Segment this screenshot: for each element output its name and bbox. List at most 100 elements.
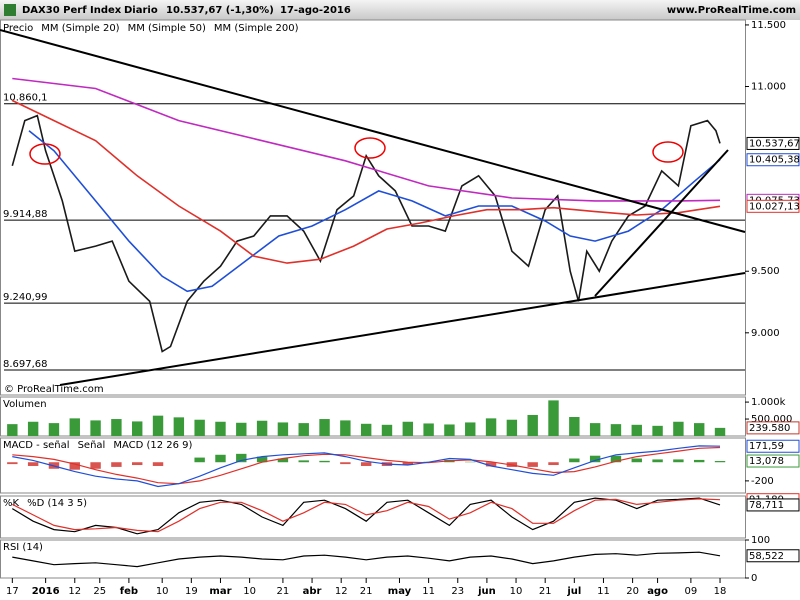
panel-frame [0, 495, 746, 539]
bar [152, 462, 164, 466]
series-line [28, 130, 721, 293]
bar [569, 458, 580, 463]
value-tag [746, 153, 800, 167]
legend-entry: Señal [78, 440, 106, 451]
x-tick-label: 17 [6, 586, 19, 597]
legend: MACD - señal Señal MACD (12 26 9) [3, 440, 193, 451]
bar [694, 459, 705, 463]
y-tick-label: 9.500 [751, 266, 780, 277]
bar [194, 419, 205, 436]
legend-entry: Precio [3, 23, 33, 34]
bar [610, 455, 622, 463]
source: www.ProRealTime.com [667, 5, 796, 16]
series-line [12, 551, 721, 568]
bar [673, 459, 684, 463]
plot: 11.500 11.000 9.500 9.000 10.860,1 9.914,88 9.… [0, 19, 800, 597]
series-line [11, 99, 721, 264]
watermark: © ProRealTime.com [4, 384, 104, 395]
legend-entry: MM (Simple 20) [41, 23, 119, 34]
y-tick-label: -200 [751, 476, 774, 487]
bar [465, 422, 476, 436]
bar [652, 425, 663, 436]
x-tick-label: ago [647, 586, 668, 597]
value-tag-label: 58,522 [749, 551, 784, 562]
value-tag-label: 13,078 [749, 456, 784, 467]
bar [194, 457, 205, 463]
bar [673, 421, 684, 436]
value-tag-label: 10.405,38 [749, 155, 800, 166]
bar [298, 460, 309, 463]
bar [485, 418, 497, 436]
value-tag [746, 498, 800, 512]
x-tick-label: 10 [156, 586, 169, 597]
bar [132, 421, 143, 436]
bar [694, 423, 705, 436]
bar [319, 419, 330, 436]
bar [298, 423, 309, 436]
value-tag [746, 199, 800, 213]
trend-line [59, 272, 746, 386]
x-tick-label: 12 [68, 586, 81, 597]
bar [631, 424, 642, 436]
x-tick-label: 18 [714, 586, 727, 597]
last-change: 10.537,67 (-1,30%) [166, 5, 274, 16]
bar [215, 421, 226, 436]
x-tick-label: 11 [597, 586, 610, 597]
bar [548, 400, 559, 436]
x-tick-label: 09 [685, 586, 698, 597]
bar [236, 453, 247, 463]
bar [7, 462, 18, 465]
x-tick-label: 10 [510, 586, 523, 597]
value-tag [746, 454, 800, 468]
highlight-circle [652, 141, 684, 163]
series-line [12, 446, 721, 485]
bar [90, 420, 101, 436]
x-tick-label: 21 [360, 586, 373, 597]
bar [215, 454, 226, 463]
bar [360, 423, 372, 436]
bar [340, 420, 351, 436]
y-tick-label: 500.000 [751, 414, 792, 425]
highlight-circle [29, 143, 61, 165]
x-tick-label: may [388, 586, 412, 597]
series-line [12, 77, 721, 202]
x-tick-label: 2016 [32, 586, 60, 597]
value-tag-label: 10.537,67 [749, 138, 800, 149]
bar [569, 417, 580, 436]
value-tag [746, 549, 800, 563]
x-tick-label: mar [209, 586, 231, 597]
panel-frame [0, 396, 746, 437]
legend-entry: %D (14 3 5) [27, 498, 87, 509]
y-tick-label: 9.000 [751, 328, 780, 339]
header-bar [0, 0, 800, 20]
x-tick-label: jul [566, 586, 581, 597]
legend: RSI (14) [3, 542, 43, 553]
panel-frame [0, 19, 746, 396]
value-tag-label: 78,711 [749, 500, 784, 511]
bar [714, 461, 726, 463]
bar [152, 415, 164, 436]
x-tick-label: 11 [422, 586, 435, 597]
series-line [12, 498, 721, 533]
bar [111, 462, 122, 467]
date: 17-ago-2016 [280, 5, 351, 16]
bar [548, 462, 559, 466]
value-tag [746, 439, 800, 453]
x-tick-label: 20 [626, 586, 639, 597]
bar [27, 462, 39, 466]
period: Diario [124, 5, 158, 16]
bar [340, 462, 351, 465]
annotations [0, 29, 746, 386]
legend-entry: %K [3, 498, 20, 509]
level-label: 8.697,68 [3, 359, 48, 370]
bar [402, 462, 414, 466]
series-line [12, 445, 721, 488]
level-label: 9.240,99 [3, 292, 48, 303]
bar [277, 422, 289, 436]
bar [506, 419, 518, 436]
bar [652, 459, 663, 463]
bar [485, 462, 497, 467]
panel-frame [0, 539, 746, 579]
